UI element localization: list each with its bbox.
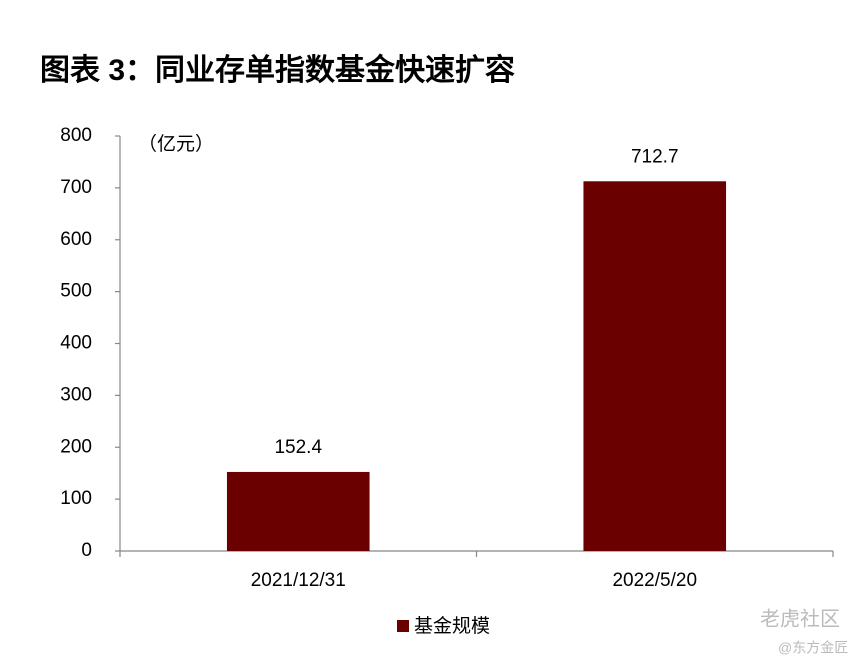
unit-label: （亿元）	[138, 133, 214, 155]
y-tick-label: 0	[81, 540, 92, 561]
y-tick-label: 100	[60, 488, 92, 509]
y-tick-label: 800	[60, 125, 92, 146]
data-label: 712.7	[631, 146, 679, 167]
watermark: 老虎社区	[760, 607, 840, 630]
y-tick-label: 600	[60, 229, 92, 250]
legend-swatch	[397, 620, 409, 632]
bar	[583, 181, 727, 552]
x-tick-label: 2021/12/31	[251, 570, 346, 591]
legend-label: 基金规模	[414, 615, 490, 637]
y-tick-label: 700	[60, 177, 92, 198]
y-tick-label: 500	[60, 281, 92, 302]
data-label: 152.4	[274, 437, 322, 458]
x-tick-label: 2022/5/20	[612, 570, 697, 591]
y-tick-label: 400	[60, 333, 92, 354]
y-tick-label: 200	[60, 436, 92, 457]
bar	[226, 471, 370, 551]
y-tick-label: 300	[60, 384, 92, 405]
chart-title: 图表 3：同业存单指数基金快速扩容	[40, 53, 515, 87]
watermark: @东方金匠	[778, 640, 848, 656]
